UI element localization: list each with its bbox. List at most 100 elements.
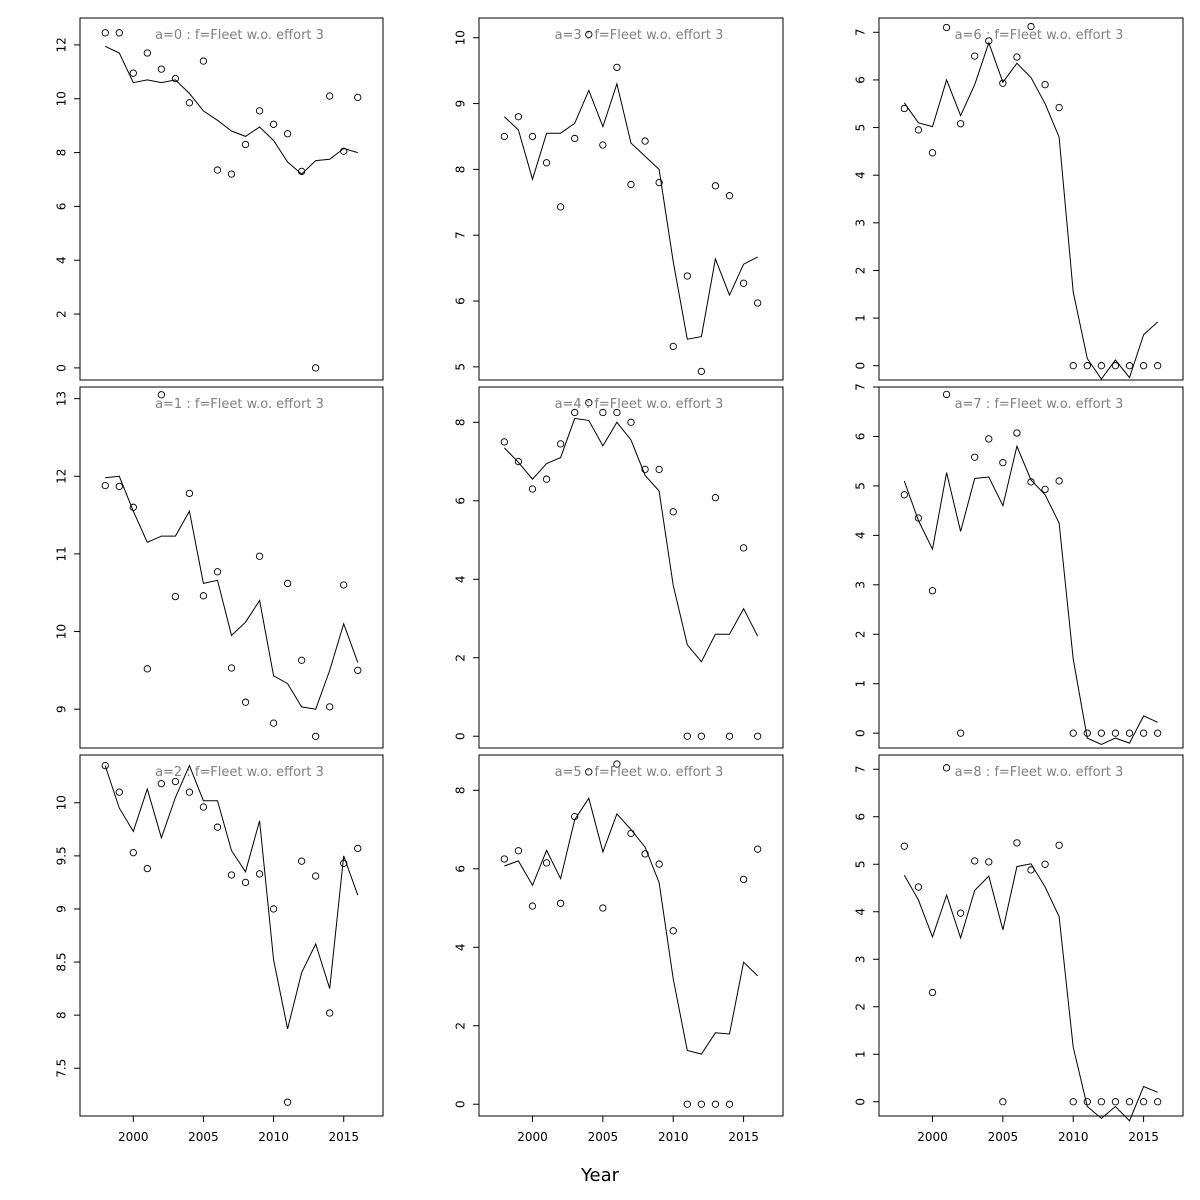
panel-title: a=7 : f=Fleet w.o. effort 3 <box>955 397 1124 412</box>
y-tick-label: 10 <box>55 795 69 810</box>
observed-point <box>971 453 979 461</box>
plot-frame <box>878 17 1184 381</box>
plot-frame <box>878 386 1184 749</box>
observed-point <box>725 1100 734 1108</box>
y-tick-label: 2 <box>454 1022 468 1030</box>
y-tick-label: 8.5 <box>55 952 69 971</box>
panel-title: a=2 : f=Fleet w.o. effort 3 <box>155 765 324 780</box>
observed-point <box>571 408 579 417</box>
observed-point <box>599 141 607 149</box>
observed-point <box>985 37 993 45</box>
observed-point <box>999 79 1007 87</box>
y-tick-label: 12 <box>55 469 69 484</box>
observed-point <box>585 30 593 39</box>
observed-point <box>500 438 508 446</box>
observed-point <box>1069 362 1077 370</box>
observed-point <box>627 180 635 189</box>
observed-point <box>312 872 320 880</box>
panel-1: 9 10 11 12 13 a=1 : f=Fleet w.o. effort 3 <box>55 386 384 749</box>
observed-point <box>528 902 537 910</box>
observed-point <box>199 803 208 811</box>
y-tick-label: 6 <box>854 76 868 84</box>
observed-point <box>739 544 748 552</box>
observed-point <box>283 1098 292 1106</box>
observed-point <box>900 104 908 113</box>
fitted-line <box>104 45 358 175</box>
observed-point <box>754 299 762 307</box>
observed-point <box>1083 729 1091 737</box>
observed-point <box>725 732 734 740</box>
y-tick-label: 7 <box>854 28 868 36</box>
observed-point <box>1154 1098 1162 1106</box>
observed-point <box>185 788 194 796</box>
plot-frame <box>79 754 384 1117</box>
panel-0: 0 2 4 6 8 10 12 a=0 : f=Fleet w.o. effort 3 <box>55 17 384 381</box>
fitted-line <box>105 475 359 710</box>
observed-point <box>900 491 908 499</box>
observed-point <box>1139 362 1148 370</box>
observed-point <box>613 408 621 417</box>
observed-point <box>326 92 334 100</box>
panel-4: 0 2 4 6 8 a=4 : f=Fleet w.o. effort 3 <box>454 386 784 749</box>
panel-title: a=3 : f=Fleet w.o. effort 3 <box>555 28 724 43</box>
observed-point <box>914 514 923 522</box>
observed-point <box>928 149 937 157</box>
x-tick-label: 2015 <box>328 1130 359 1144</box>
y-tick-label: 11 <box>55 546 69 561</box>
observed-point <box>1069 729 1077 737</box>
y-tick-label: 4 <box>854 908 868 916</box>
observed-point <box>1083 362 1091 370</box>
observed-point <box>340 859 348 867</box>
observed-point <box>354 666 362 675</box>
observed-point <box>1027 22 1035 31</box>
y-tick-label: 7 <box>454 231 468 239</box>
y-tick-label: 1 <box>854 1050 868 1058</box>
observed-point <box>971 857 979 865</box>
observed-point <box>185 99 194 107</box>
observed-point <box>956 909 965 917</box>
y-tick-label: 2 <box>854 1003 868 1011</box>
y-tick-label: 6 <box>454 865 468 873</box>
y-tick-label: 2 <box>854 630 868 638</box>
observed-point <box>340 147 348 155</box>
observed-point <box>354 844 362 853</box>
observed-point <box>1041 81 1049 89</box>
observed-point <box>711 1100 720 1108</box>
y-tick-label: 3 <box>854 955 868 963</box>
observed-point <box>599 408 607 417</box>
observed-point <box>697 1100 706 1108</box>
observed-point <box>754 845 762 853</box>
observed-point <box>312 732 320 741</box>
y-tick-label: 1 <box>854 314 868 322</box>
observed-point <box>542 859 551 867</box>
panel-title: a=6 : f=Fleet w.o. effort 3 <box>955 28 1124 43</box>
panel-title: a=8 : f=Fleet w.o. effort 3 <box>955 765 1124 780</box>
y-tick-label: 2 <box>454 654 468 662</box>
observed-point <box>514 457 523 466</box>
observed-point <box>942 23 951 32</box>
observed-point <box>312 364 320 372</box>
observed-point <box>641 465 649 474</box>
x-tick-label: 2010 <box>258 1130 289 1144</box>
x-tick-label: 2005 <box>588 1130 619 1144</box>
panel-3: 5 6 7 8 9 10 a=3 : f=Fleet w.o. effort 3 <box>454 17 784 381</box>
observed-point <box>1097 1098 1106 1106</box>
observed-point <box>115 482 123 491</box>
observed-point <box>1111 1098 1120 1106</box>
y-tick-label: 6 <box>55 203 69 211</box>
y-tick-label: 5 <box>854 124 868 132</box>
fitted-line <box>903 41 1159 380</box>
observed-point <box>115 29 123 37</box>
observed-point <box>1013 53 1021 61</box>
fitted-line <box>903 444 1158 746</box>
observed-point <box>985 435 993 443</box>
observed-point <box>1055 477 1063 485</box>
x-tick-label: 2000 <box>917 1130 948 1144</box>
observed-point <box>171 592 180 601</box>
observed-point <box>514 847 523 855</box>
observed-point <box>900 842 908 850</box>
y-tick-label: 5 <box>854 482 868 490</box>
observed-point <box>655 178 663 187</box>
observed-point <box>1154 729 1162 737</box>
